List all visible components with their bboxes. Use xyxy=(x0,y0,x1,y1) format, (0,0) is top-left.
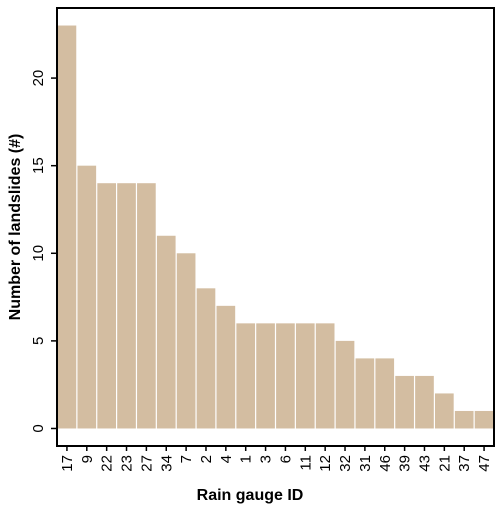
x-tick-label: 22 xyxy=(99,455,116,472)
bar xyxy=(435,393,454,429)
bar xyxy=(474,410,494,429)
bar xyxy=(57,25,77,429)
y-axis-title: Number of landslides (#) xyxy=(7,134,24,321)
x-tick-label: 11 xyxy=(297,455,314,471)
x-tick-label: 37 xyxy=(456,455,473,472)
bar xyxy=(335,340,355,429)
x-tick-label: 1 xyxy=(238,455,255,463)
y-tick-label: 0 xyxy=(30,424,47,432)
y-tick-label: 15 xyxy=(30,157,47,174)
bar xyxy=(395,375,414,429)
x-tick-label: 46 xyxy=(377,455,394,472)
bar xyxy=(97,183,116,429)
bar xyxy=(375,358,395,429)
bar xyxy=(77,165,97,429)
x-tick-label: 43 xyxy=(416,455,433,472)
bar xyxy=(454,410,474,429)
bar xyxy=(355,358,375,429)
bar xyxy=(117,183,136,429)
bar xyxy=(216,305,236,429)
bar xyxy=(256,323,275,429)
x-axis-title: Rain gauge ID xyxy=(197,487,304,504)
x-tick-label: 34 xyxy=(158,455,175,472)
bar xyxy=(415,375,434,429)
x-tick-label: 47 xyxy=(476,455,493,472)
x-tick-label: 27 xyxy=(138,455,155,472)
x-tick-label: 23 xyxy=(119,455,136,472)
x-tick-label: 21 xyxy=(436,455,453,472)
x-tick-label: 39 xyxy=(397,455,414,472)
x-tick-label: 7 xyxy=(178,455,195,463)
bar xyxy=(156,235,176,429)
y-tick-label: 10 xyxy=(30,245,47,262)
y-tick-label: 5 xyxy=(30,337,47,345)
bar xyxy=(196,288,216,429)
x-tick-label: 9 xyxy=(79,455,96,463)
bar xyxy=(137,183,156,429)
x-tick-label: 3 xyxy=(258,455,275,463)
x-tick-label: 6 xyxy=(277,455,294,463)
x-tick-label: 31 xyxy=(357,455,374,472)
x-tick-label: 2 xyxy=(198,455,215,463)
x-tick-label: 17 xyxy=(59,455,76,472)
x-tick-label: 12 xyxy=(317,455,334,472)
bar xyxy=(276,323,295,429)
bar xyxy=(315,323,335,429)
x-tick-label: 4 xyxy=(218,455,235,463)
y-tick-label: 20 xyxy=(30,70,47,87)
bar xyxy=(236,323,256,429)
plot-frame xyxy=(56,7,495,447)
bar xyxy=(295,323,315,429)
bar xyxy=(176,253,196,429)
x-tick-label: 32 xyxy=(337,455,354,472)
